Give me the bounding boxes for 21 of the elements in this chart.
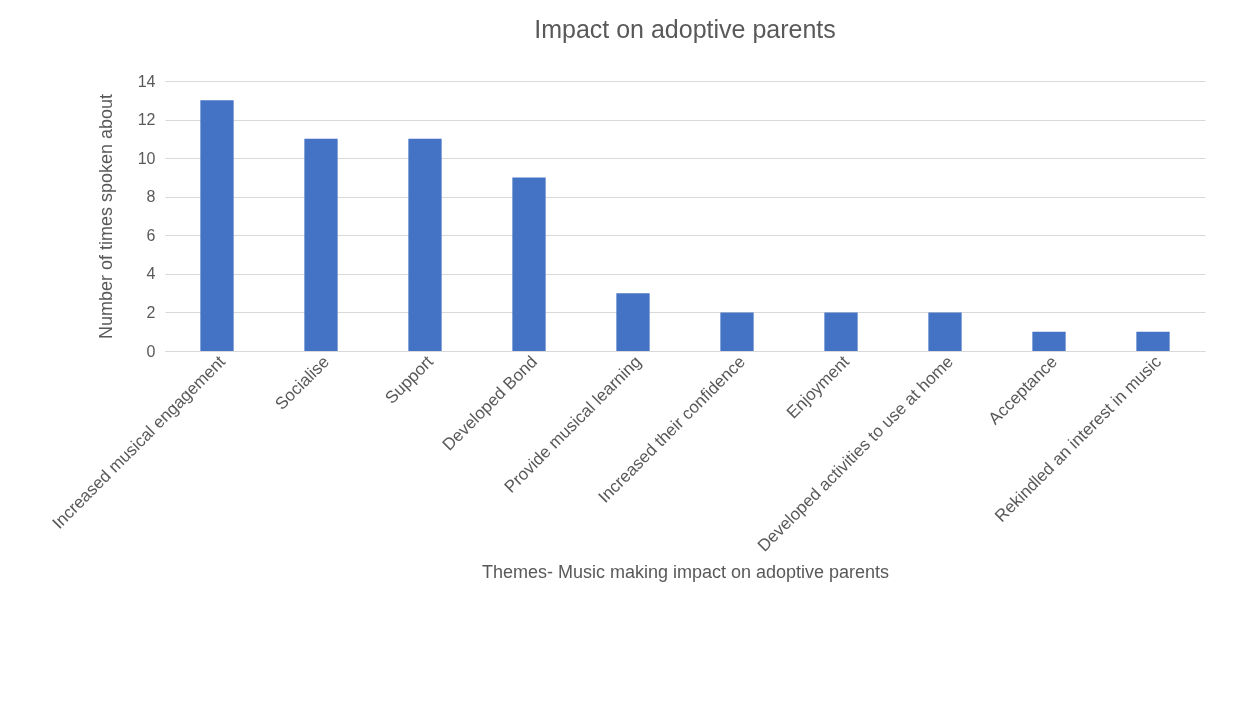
bar	[1032, 331, 1066, 351]
bar	[304, 138, 338, 351]
y-tick-label: 10	[137, 149, 156, 167]
y-tick-label: 0	[146, 342, 156, 360]
bar	[616, 293, 650, 351]
bar	[720, 312, 754, 351]
y-tick-label: 12	[137, 111, 156, 129]
bar	[200, 100, 234, 351]
bar	[1136, 331, 1170, 351]
y-tick-label: 6	[146, 226, 156, 244]
bar	[408, 138, 442, 351]
y-tick-label: 2	[146, 303, 156, 321]
y-tick-label: 4	[146, 265, 156, 283]
y-tick-label: 8	[146, 188, 156, 206]
bar	[928, 312, 962, 351]
y-tick-label: 14	[137, 72, 156, 90]
bar	[824, 312, 858, 351]
bar	[512, 177, 546, 351]
chart-title: Impact on adoptive parents	[534, 15, 836, 43]
y-axis-title: Number of times spoken about	[95, 93, 116, 340]
x-axis-title: Themes- Music making impact on adoptive parents	[481, 561, 890, 582]
